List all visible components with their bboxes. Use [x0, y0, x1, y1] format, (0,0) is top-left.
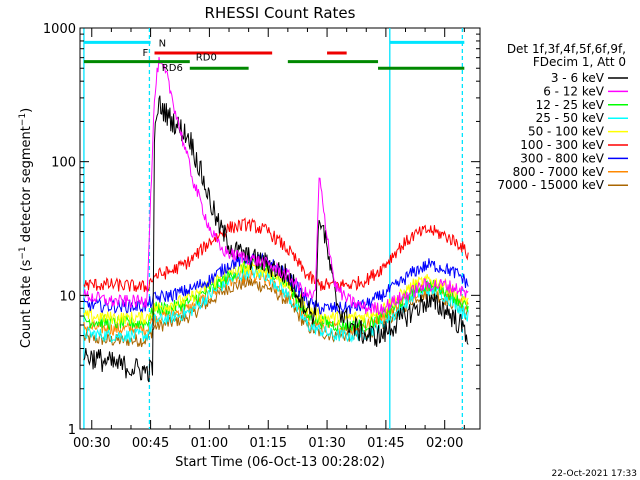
plot-frame — [79, 27, 481, 430]
x-tick-label-01-00: 01:00 — [191, 436, 228, 451]
vertical-markers — [83, 28, 464, 429]
x-axis-label: Start Time (06-Oct-13 00:28:02) — [175, 455, 385, 470]
series-line-3-6-kev — [83, 95, 469, 383]
x-tick-label-00-45: 00:45 — [132, 436, 169, 451]
legend: Det 1f,3f,4f,5f,6f,9f, FDecim 1, Att 0 3… — [497, 42, 628, 192]
legend-label-3-6-kev: 3 - 6 keV — [551, 71, 605, 85]
legend-label-100-300-kev: 100 - 300 keV — [520, 138, 604, 152]
y-axis-label-sup1: −1 — [18, 246, 28, 259]
y-axis-label-mid: detector segment — [19, 126, 34, 246]
y-axis-label-sup2: −1 — [18, 113, 28, 126]
series-line-300-800-kev — [83, 251, 469, 316]
y-axis-label-main: Count Rate (s — [19, 259, 34, 348]
series-line-50-100-kev — [83, 262, 469, 327]
y-tick-label-1000: 1000 — [43, 22, 76, 37]
legend-label-300-800-kev: 300 - 800 keV — [520, 151, 604, 165]
series-line-25-50-kev — [83, 265, 469, 344]
legend-label-6-12-kev: 6 - 12 keV — [543, 84, 605, 98]
x-tick-label-01-45: 01:45 — [367, 436, 404, 451]
y-tick-label-100: 100 — [51, 156, 76, 171]
y-axis-label: Count Rate (s−1 detector segment−1) — [18, 108, 34, 348]
y-tick-label-10: 10 — [59, 289, 76, 304]
legend-label-7000-15000-kev: 7000 - 15000 keV — [497, 178, 604, 192]
chart-title: RHESSI Count Rates — [205, 4, 356, 22]
y-tick-label-1: 1 — [68, 423, 76, 438]
flag-label-n: N — [159, 38, 166, 49]
footer-date: 22-Oct-2021 17:33 — [552, 469, 637, 479]
flag-label-f: F — [143, 48, 149, 59]
series-layer — [83, 56, 469, 383]
legend-label-800-7000-kev: 800 - 7000 keV — [513, 165, 605, 179]
x-tick-label-00-30: 00:30 — [73, 436, 110, 451]
flag-label-rd6: RD6 — [162, 63, 183, 74]
series-line-6-12-kev — [83, 56, 469, 316]
x-axis: 00:30 00:45 01:00 01:15 01:30 01:45 02:00 — [73, 28, 465, 451]
flag-bars: NF RD0 RD6 — [83, 38, 465, 74]
legend-label-25-50-kev: 25 - 50 keV — [536, 111, 605, 125]
legend-label-50-100-kev: 50 - 100 keV — [528, 125, 605, 139]
x-tick-label-01-30: 01:30 — [308, 436, 345, 451]
flag-label-rd0: RD0 — [196, 53, 217, 64]
legend-label-12-25-kev: 12 - 25 keV — [536, 98, 605, 112]
y-axis: 1 10 100 1000 — [43, 22, 480, 438]
y-axis-label-end: ) — [19, 108, 34, 113]
x-tick-label-02-00: 02:00 — [426, 436, 463, 451]
series-line-100-300-kev — [83, 217, 469, 293]
legend-header-line-1: Det 1f,3f,4f,5f,6f,9f, — [507, 42, 626, 56]
legend-header-line-2: FDecim 1, Att 0 — [533, 55, 626, 69]
x-tick-label-01-15: 01:15 — [250, 436, 287, 451]
